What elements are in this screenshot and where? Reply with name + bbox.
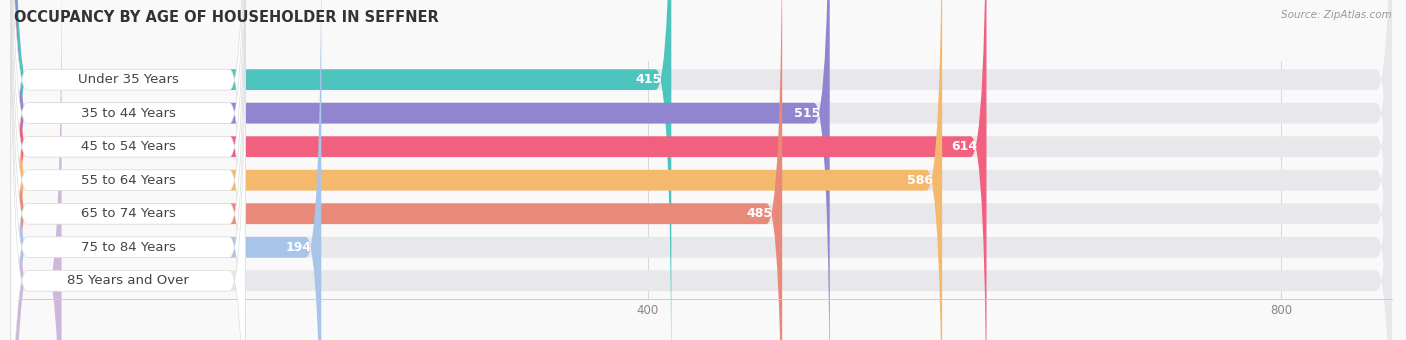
Text: OCCUPANCY BY AGE OF HOUSEHOLDER IN SEFFNER: OCCUPANCY BY AGE OF HOUSEHOLDER IN SEFFN… bbox=[14, 10, 439, 25]
FancyBboxPatch shape bbox=[11, 0, 245, 340]
FancyBboxPatch shape bbox=[14, 0, 1392, 340]
FancyBboxPatch shape bbox=[14, 0, 671, 340]
Text: 65 to 74 Years: 65 to 74 Years bbox=[80, 207, 176, 220]
Text: 55 to 64 Years: 55 to 64 Years bbox=[80, 174, 176, 187]
Text: 75 to 84 Years: 75 to 84 Years bbox=[80, 241, 176, 254]
FancyBboxPatch shape bbox=[11, 0, 245, 340]
FancyBboxPatch shape bbox=[14, 0, 322, 340]
Text: 586: 586 bbox=[907, 174, 932, 187]
Text: 485: 485 bbox=[747, 207, 773, 220]
FancyBboxPatch shape bbox=[11, 0, 245, 340]
FancyBboxPatch shape bbox=[14, 0, 1392, 340]
FancyBboxPatch shape bbox=[14, 0, 1392, 340]
Text: Source: ZipAtlas.com: Source: ZipAtlas.com bbox=[1281, 10, 1392, 20]
FancyBboxPatch shape bbox=[14, 0, 830, 340]
FancyBboxPatch shape bbox=[14, 0, 1392, 340]
FancyBboxPatch shape bbox=[11, 0, 245, 340]
FancyBboxPatch shape bbox=[11, 0, 245, 340]
FancyBboxPatch shape bbox=[14, 0, 1392, 340]
Text: 35 to 44 Years: 35 to 44 Years bbox=[80, 107, 176, 120]
FancyBboxPatch shape bbox=[14, 0, 782, 340]
FancyBboxPatch shape bbox=[11, 0, 245, 340]
Text: 85 Years and Over: 85 Years and Over bbox=[67, 274, 188, 287]
Text: 614: 614 bbox=[950, 140, 977, 153]
Text: 194: 194 bbox=[285, 241, 312, 254]
Text: Under 35 Years: Under 35 Years bbox=[77, 73, 179, 86]
Text: 515: 515 bbox=[794, 107, 820, 120]
FancyBboxPatch shape bbox=[14, 0, 1392, 340]
FancyBboxPatch shape bbox=[14, 0, 942, 340]
Text: 415: 415 bbox=[636, 73, 662, 86]
FancyBboxPatch shape bbox=[14, 0, 1392, 340]
FancyBboxPatch shape bbox=[11, 0, 245, 340]
FancyBboxPatch shape bbox=[14, 0, 987, 340]
Text: 30: 30 bbox=[77, 274, 93, 287]
Text: 45 to 54 Years: 45 to 54 Years bbox=[80, 140, 176, 153]
FancyBboxPatch shape bbox=[14, 0, 62, 340]
